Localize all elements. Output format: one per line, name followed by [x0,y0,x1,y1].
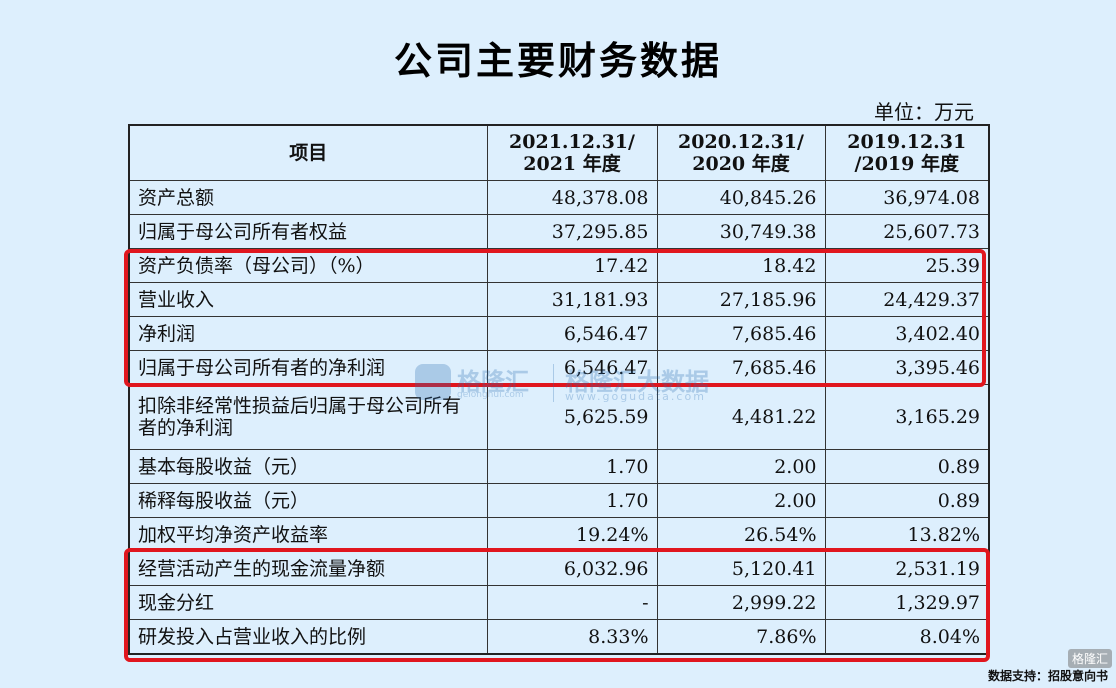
cell-value: 2,531.19 [824,551,990,586]
row-label: 归属于母公司所有者的净利润 [128,350,488,385]
header-item: 项目 [128,124,488,181]
row-label: 基本每股收益（元） [128,449,488,484]
row-label: 经营活动产生的现金流量净额 [128,551,488,586]
cell-value: 26.54% [656,517,826,552]
row-label: 加权平均净资产收益率 [128,517,488,552]
cell-value: - [486,585,658,620]
cell-value: 3,165.29 [824,384,990,450]
cell-value: 24,429.37 [824,282,990,317]
cell-value: 40,845.26 [656,180,826,215]
cell-value: 18.42 [656,248,826,283]
table-row: 归属于母公司所有者的净利润 6,546.47 7,685.46 3,395.46 [128,350,990,385]
cell-value: 8.33% [486,619,658,655]
row-label: 归属于母公司所有者权益 [128,214,488,249]
header-2020: 2020.12.31/ 2020 年度 [656,124,826,181]
cell-value: 1.70 [486,449,658,484]
cell-value: 1.70 [486,483,658,518]
cell-value: 5,625.59 [486,384,658,450]
cell-value: 7.86% [656,619,826,655]
header-2019: 2019.12.31 /2019 年度 [824,124,990,181]
cell-value: 6,546.47 [486,316,658,351]
row-label: 净利润 [128,316,488,351]
source-note: 数据支持：招股意向书 [987,669,1108,683]
row-label: 现金分红 [128,585,488,620]
cell-value: 27,185.96 [656,282,826,317]
cell-value: 3,402.40 [824,316,990,351]
table-row: 归属于母公司所有者权益 37,295.85 30,749.38 25,607.7… [128,214,990,249]
cell-value: 3,395.46 [824,350,990,385]
cell-value: 37,295.85 [486,214,658,249]
cell-value: 1,329.97 [824,585,990,620]
table-row: 资产总额 48,378.08 40,845.26 36,974.08 [128,180,990,215]
row-label: 资产负债率（母公司）（%） [128,248,488,283]
table-row: 基本每股收益（元） 1.70 2.00 0.89 [128,449,990,484]
cell-value: 6,032.96 [486,551,658,586]
table-row: 稀释每股收益（元） 1.70 2.00 0.89 [128,483,990,518]
cell-value: 25.39 [824,248,990,283]
table-row: 加权平均净资产收益率 19.24% 26.54% 13.82% [128,517,990,552]
table-header-row: 项目 2021.12.31/ 2021 年度 2020.12.31/ 2020 … [128,124,990,181]
table-row: 净利润 6,546.47 7,685.46 3,402.40 [128,316,990,351]
cell-value: 5,120.41 [656,551,826,586]
corner-logo: 格隆汇 [1067,649,1112,668]
row-label: 研发投入占营业收入的比例 [128,619,488,655]
cell-value: 0.89 [824,483,990,518]
cell-value: 0.89 [824,449,990,484]
cell-value: 7,685.46 [656,350,826,385]
cell-value: 8.04% [824,619,990,655]
cell-value: 19.24% [486,517,658,552]
cell-value: 4,481.22 [656,384,826,450]
cell-value: 17.42 [486,248,658,283]
cell-value: 48,378.08 [486,180,658,215]
cell-value: 31,181.93 [486,282,658,317]
row-label: 扣除非经常性损益后归属于母公司所有者的净利润 [128,384,488,450]
cell-value: 2,999.22 [656,585,826,620]
table-row: 扣除非经常性损益后归属于母公司所有者的净利润 5,625.59 4,481.22… [128,384,990,450]
row-label: 稀释每股收益（元） [128,483,488,518]
cell-value: 25,607.73 [824,214,990,249]
financial-data-table: 项目 2021.12.31/ 2021 年度 2020.12.31/ 2020 … [128,124,990,655]
table-row: 营业收入 31,181.93 27,185.96 24,429.37 [128,282,990,317]
table-row: 研发投入占营业收入的比例 8.33% 7.86% 8.04% [128,619,990,655]
table-row: 现金分红 - 2,999.22 1,329.97 [128,585,990,620]
cell-value: 2.00 [656,449,826,484]
table-row: 资产负债率（母公司）（%） 17.42 18.42 25.39 [128,248,990,283]
unit-label: 单位：万元 [874,100,974,124]
cell-value: 7,685.46 [656,316,826,351]
table-row: 经营活动产生的现金流量净额 6,032.96 5,120.41 2,531.19 [128,551,990,586]
row-label: 营业收入 [128,282,488,317]
header-2021: 2021.12.31/ 2021 年度 [486,124,658,181]
cell-value: 30,749.38 [656,214,826,249]
page-title: 公司主要财务数据 [393,39,722,83]
cell-value: 2.00 [656,483,826,518]
cell-value: 6,546.47 [486,350,658,385]
cell-value: 13.82% [824,517,990,552]
row-label: 资产总额 [128,180,488,215]
cell-value: 36,974.08 [824,180,990,215]
